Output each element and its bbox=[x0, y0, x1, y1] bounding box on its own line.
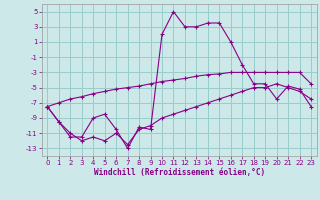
X-axis label: Windchill (Refroidissement éolien,°C): Windchill (Refroidissement éolien,°C) bbox=[94, 168, 265, 177]
